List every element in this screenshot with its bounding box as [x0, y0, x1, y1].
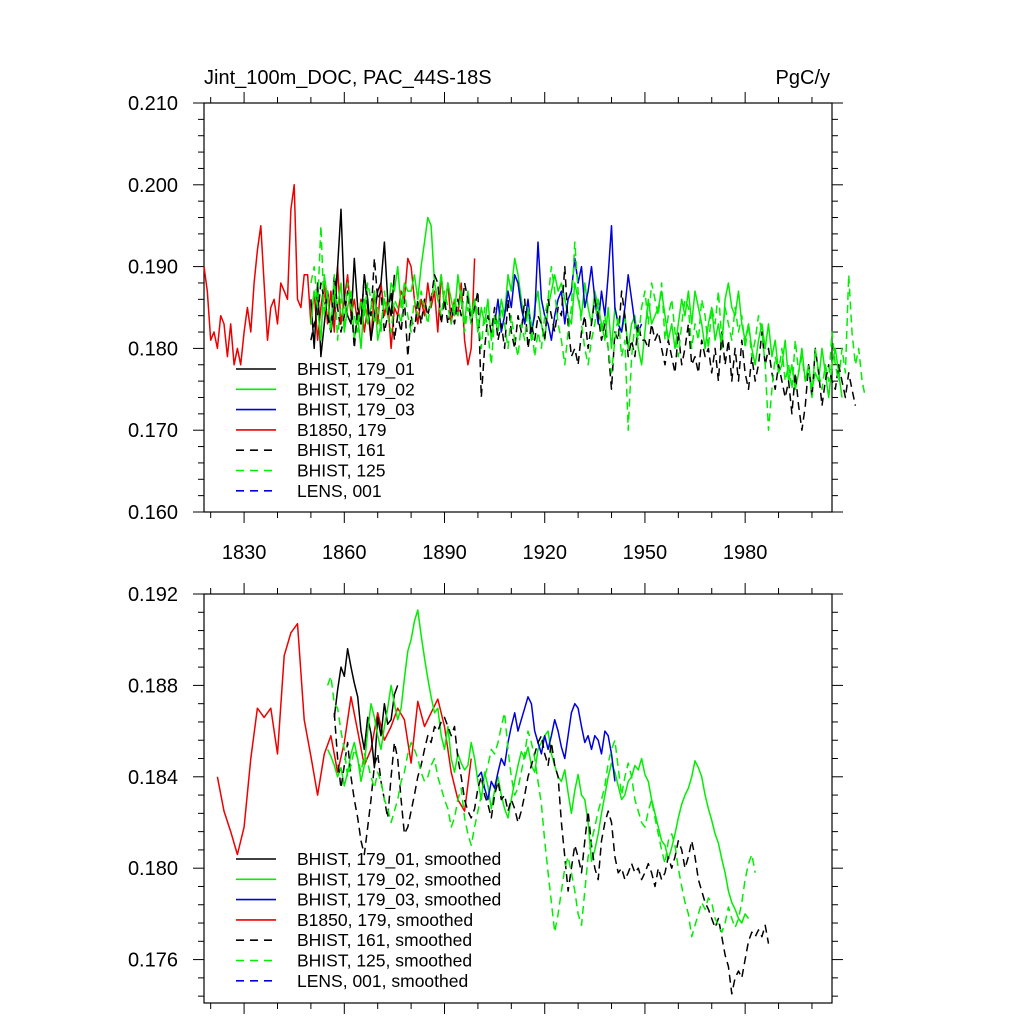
p2-series-bhist-179-01-smoothed [333, 648, 399, 769]
p2-y-tick-label-3: 0.188 [128, 675, 178, 697]
p1-y-tick-label-3: 0.190 [128, 257, 178, 279]
p2-y-tick-label-0: 0.176 [128, 950, 178, 972]
p1-y-tick-label-4: 0.200 [128, 175, 178, 197]
p2-legend-label-lens-001-smoothed: LENS, 001, smoothed [297, 971, 468, 991]
p2-y-tick-label-4: 0.192 [128, 584, 178, 606]
p1-y-tick-label-1: 0.170 [128, 420, 178, 442]
p1-legend-label-bhist-125: BHIST, 125 [297, 461, 386, 481]
p2-legend-label-bhist-179-03-smoothed: BHIST, 179_03, smoothed [297, 890, 501, 911]
p1-x-tick-label-1980: 1980 [723, 542, 768, 564]
p1-x-tick-label-1890: 1890 [422, 542, 467, 564]
p1-x-tick-label-1950: 1950 [623, 542, 668, 564]
p1-series-bhist-179-01 [310, 208, 396, 358]
p2-series-b1850-179-smoothed [216, 622, 472, 856]
p1-legend-label-bhist-179-01: BHIST, 179_01 [297, 359, 415, 380]
p1-legend-label-bhist-179-02: BHIST, 179_02 [297, 379, 415, 400]
p1-series-bhist-125 [310, 224, 867, 431]
p2-plot-frame [203, 593, 833, 1004]
p2-legend-label-b1850-179-smoothed: B1850, 179, smoothed [297, 910, 473, 930]
p1-series-bhist-179-02 [310, 216, 843, 399]
p2-legend-label-bhist-125-smoothed: BHIST, 125, smoothed [297, 951, 472, 971]
p1-y-tick-label-5: 0.210 [128, 93, 178, 115]
p1-legend-label-bhist-179-03: BHIST, 179_03 [297, 400, 415, 421]
p1-y-tick-label-2: 0.180 [128, 338, 178, 360]
p2-series-bhist-179-02-smoothed [326, 609, 750, 924]
p2-series-bhist-125-smoothed [326, 675, 756, 938]
p2-y-tick-label-2: 0.184 [128, 767, 178, 789]
p1-x-tick-label-1830: 1830 [222, 542, 267, 564]
p2-series-bhist-179-03-smoothed [477, 696, 616, 801]
p2-legend-label-bhist-161-smoothed: BHIST, 161, smoothed [297, 930, 472, 950]
p1-x-tick-label-1860: 1860 [322, 542, 367, 564]
p1-legend-label-bhist-161: BHIST, 161 [297, 440, 386, 460]
p2-series-bhist-161-smoothed [333, 712, 770, 995]
p1-y-tick-label-0: 0.160 [128, 502, 178, 524]
p1-plot-frame [203, 102, 833, 513]
p2-legend-label-bhist-179-01-smoothed: BHIST, 179_01, smoothed [297, 849, 501, 870]
p1-x-tick-label-1920: 1920 [522, 542, 567, 564]
p1-legend-label-lens-001: LENS, 001 [297, 481, 382, 501]
p1-legend-label-b1850-179: B1850, 179 [297, 420, 387, 440]
p1-units-label: PgC/y [776, 67, 830, 89]
p1-series-bhist-161 [310, 257, 857, 431]
p2-y-tick-label-1: 0.180 [128, 858, 178, 880]
p1-chart-title: Jint_100m_DOC, PAC_44S-18S [204, 67, 492, 89]
p2-legend-label-bhist-179-02-smoothed: BHIST, 179_02, smoothed [297, 869, 501, 890]
